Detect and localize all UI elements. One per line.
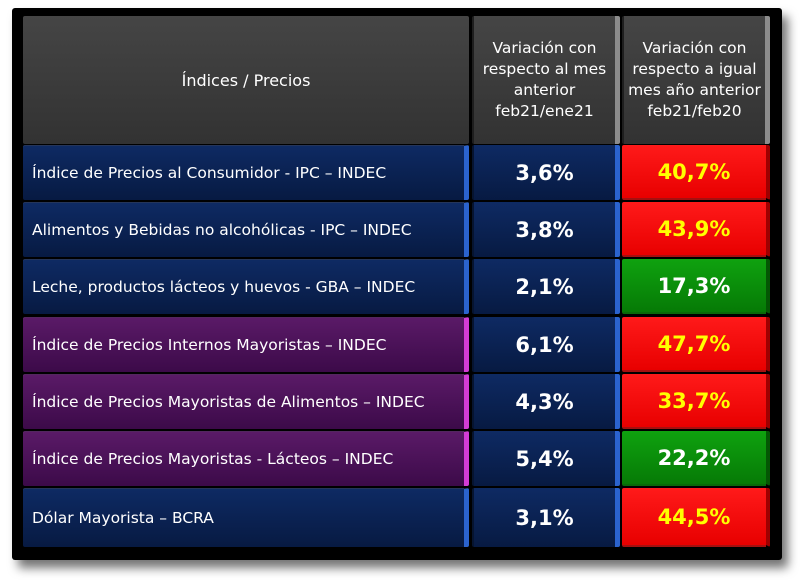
- row-yearly-mayoristas: 47,7%: [622, 317, 770, 372]
- header-yearly-change: Variación con respecto a igual mes año a…: [622, 16, 770, 144]
- row-monthly-mayoristas: 6,1%: [472, 317, 620, 372]
- row-label-leche-lacteos: Leche, productos lácteos y huevos - GBA …: [23, 259, 469, 314]
- row-label-mayoristas: Índice de Precios Internos Mayoristas – …: [23, 317, 469, 372]
- row-yearly-dolar-mayorista: 44,5%: [622, 488, 770, 547]
- header-monthly-line-3: anterior: [513, 81, 576, 99]
- header-yearly-line-2: respecto a igual: [632, 60, 757, 78]
- price-index-table: Índices / Precios Variación con respecto…: [12, 8, 782, 560]
- row-monthly-leche-lacteos: 2,1%: [472, 259, 620, 314]
- row-yearly-ipc: 40,7%: [622, 145, 770, 200]
- row-monthly-ipc: 3,6%: [472, 145, 620, 200]
- row-label-alimentos-bebidas: Alimentos y Bebidas no alcohólicas - IPC…: [23, 202, 469, 257]
- row-monthly-mayoristas-lacteos: 5,4%: [472, 431, 620, 486]
- row-yearly-mayoristas-alimentos: 33,7%: [622, 374, 770, 429]
- row-label-ipc: Índice de Precios al Consumidor - IPC – …: [23, 145, 469, 200]
- header-monthly-line-4: feb21/ene21: [495, 102, 594, 120]
- header-label-cell: Índices / Precios: [23, 16, 469, 144]
- header-label: Índices / Precios: [181, 70, 311, 90]
- header-yearly-line-3: mes año anterior: [628, 81, 761, 99]
- row-monthly-mayoristas-alimentos: 4,3%: [472, 374, 620, 429]
- row-monthly-alimentos-bebidas: 3,8%: [472, 202, 620, 257]
- row-yearly-alimentos-bebidas: 43,9%: [622, 202, 770, 257]
- header-monthly-line-1: Variación con: [492, 39, 597, 57]
- row-label-mayoristas-alimentos: Índice de Precios Mayoristas de Alimento…: [23, 374, 469, 429]
- header-monthly-line-2: respecto al mes: [482, 60, 607, 78]
- header-monthly-change: Variación con respecto al mes anterior f…: [472, 16, 620, 144]
- header-yearly-line-1: Variación con: [642, 39, 747, 57]
- row-label-mayoristas-lacteos: Índice de Precios Mayoristas - Lácteos –…: [23, 431, 469, 486]
- row-label-dolar-mayorista: Dólar Mayorista – BCRA: [23, 488, 469, 547]
- header-yearly-line-4: feb21/feb20: [647, 102, 742, 120]
- row-yearly-leche-lacteos: 17,3%: [622, 259, 770, 314]
- row-yearly-mayoristas-lacteos: 22,2%: [622, 431, 770, 486]
- row-monthly-dolar-mayorista: 3,1%: [472, 488, 620, 547]
